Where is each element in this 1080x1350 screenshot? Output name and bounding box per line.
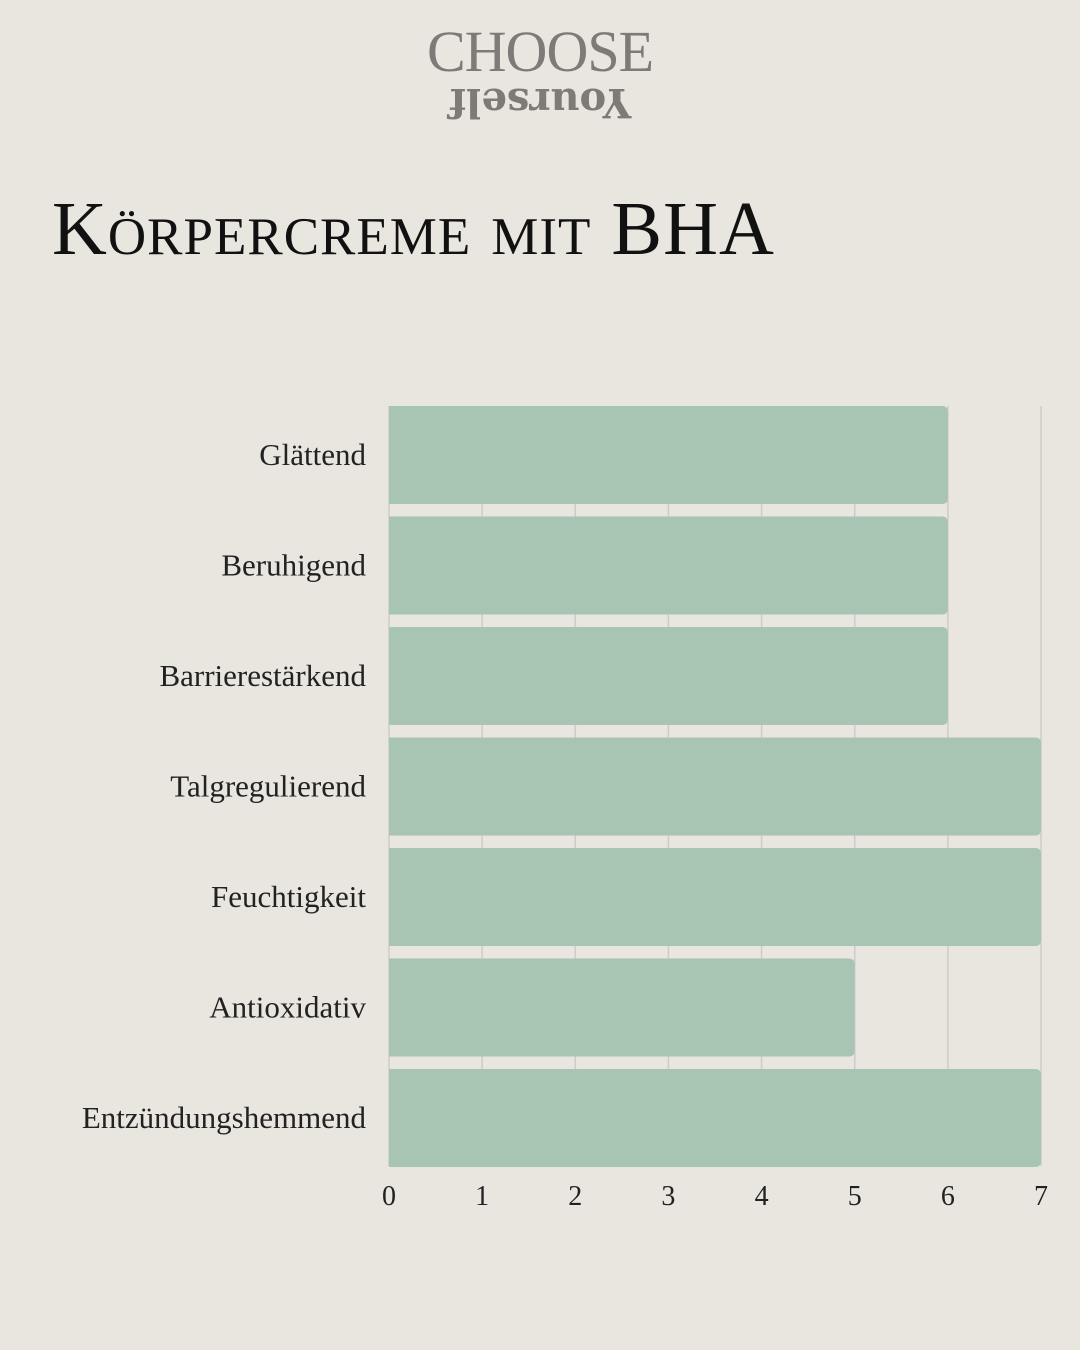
category-label: Beruhigend <box>221 548 366 583</box>
x-tick-label: 1 <box>475 1181 489 1212</box>
bar <box>389 737 1041 836</box>
bar <box>389 1069 1041 1167</box>
bar <box>389 848 1041 946</box>
bar <box>389 627 948 725</box>
bar <box>389 516 948 615</box>
x-tick-label: 7 <box>1034 1181 1048 1212</box>
x-tick-label: 4 <box>755 1181 769 1212</box>
category-label: Talgregulierend <box>170 769 366 804</box>
x-tick-label: 0 <box>382 1181 396 1212</box>
category-label: Barrierestärkend <box>159 658 366 693</box>
logo-line-1: CHOOSE <box>426 19 654 84</box>
chart-title: Körpercreme mit BHA <box>52 187 775 271</box>
category-label: Glättend <box>259 437 366 472</box>
category-label: Feuchtigkeit <box>211 879 366 914</box>
category-label: Antioxidativ <box>209 990 366 1025</box>
brand-logo: CHOOSE Yourself <box>0 19 1080 127</box>
category-label: Entzündungshemmend <box>82 1100 367 1135</box>
x-tick-label: 6 <box>941 1181 955 1212</box>
x-tick-label: 2 <box>568 1181 582 1212</box>
x-tick-label: 3 <box>661 1181 675 1212</box>
x-tick-label: 5 <box>848 1181 862 1212</box>
bar <box>389 406 948 504</box>
bar <box>389 958 855 1057</box>
